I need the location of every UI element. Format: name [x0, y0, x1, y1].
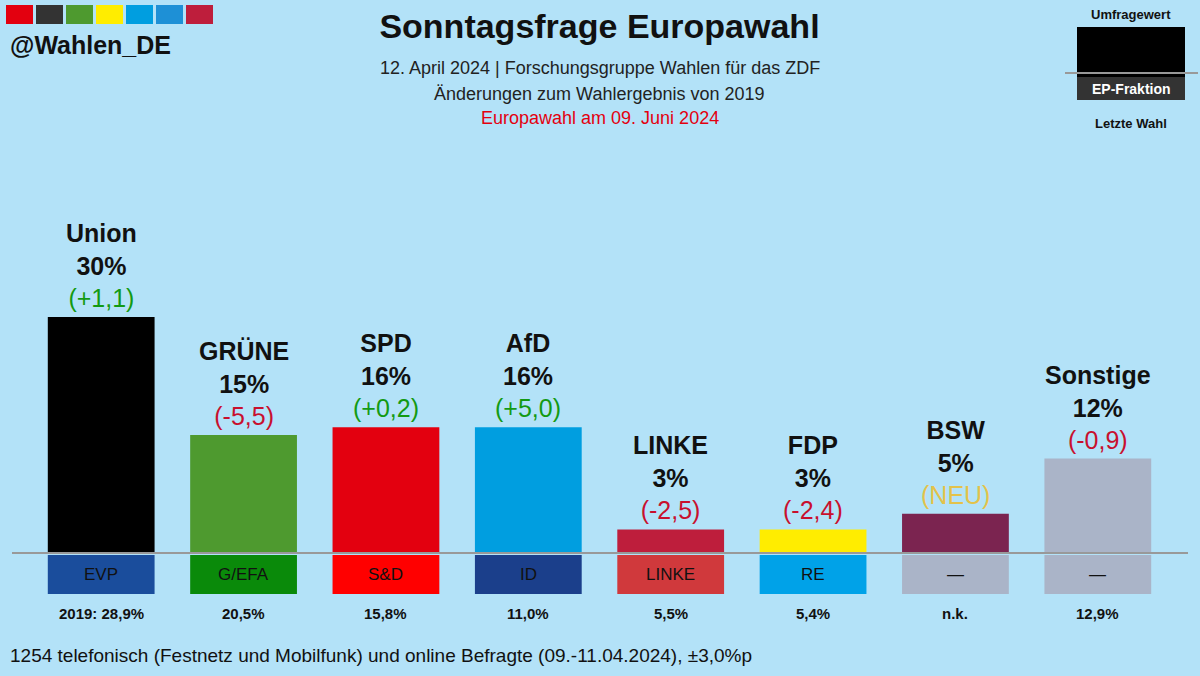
- svg-text:2019: 28,9%: 2019: 28,9%: [59, 605, 144, 622]
- svg-text:ID: ID: [520, 565, 537, 584]
- svg-text:—: —: [1089, 565, 1106, 584]
- svg-text:@Wahlen_DE: @Wahlen_DE: [10, 31, 171, 59]
- svg-text:GRÜNE15%(-5,5): GRÜNE15%(-5,5): [199, 337, 289, 430]
- svg-text:EVP: EVP: [84, 565, 118, 584]
- svg-text:5,4%: 5,4%: [796, 605, 830, 622]
- svg-text:S&D: S&D: [368, 565, 403, 584]
- svg-text:BSW5%(NEU): BSW5%(NEU): [921, 416, 990, 509]
- svg-text:AfD16%(+5,0): AfD16%(+5,0): [495, 329, 561, 422]
- svg-text:LINKE3%(-2,5): LINKE3%(-2,5): [633, 431, 708, 524]
- svg-text:FDP3%(-2,4): FDP3%(-2,4): [783, 431, 843, 524]
- svg-text:Union30%(+1,1): Union30%(+1,1): [66, 219, 137, 312]
- svg-text:n.k.: n.k.: [942, 605, 968, 622]
- svg-text:12. April 2024 | Forschungsgru: 12. April 2024 | Forschungsgruppe Wahlen…: [380, 58, 820, 78]
- svg-text:LINKE: LINKE: [646, 565, 695, 584]
- svg-text:EP-Fraktion: EP-Fraktion: [1092, 81, 1171, 97]
- svg-text:5,5%: 5,5%: [654, 605, 688, 622]
- svg-text:12,9%: 12,9%: [1076, 605, 1119, 622]
- svg-text:Letzte Wahl: Letzte Wahl: [1095, 116, 1167, 131]
- svg-text:Sonntagsfrage Europawahl: Sonntagsfrage Europawahl: [379, 7, 819, 45]
- svg-text:SPD16%(+0,2): SPD16%(+0,2): [353, 329, 419, 422]
- svg-text:1254 telefonisch (Festnetz und: 1254 telefonisch (Festnetz und Mobilfunk…: [10, 645, 752, 666]
- svg-text:RE: RE: [801, 565, 825, 584]
- svg-text:—: —: [947, 565, 964, 584]
- svg-text:Europawahl am 09. Juni 2024: Europawahl am 09. Juni 2024: [481, 108, 719, 128]
- svg-text:Umfragewert: Umfragewert: [1091, 7, 1171, 22]
- svg-text:Sonstige12%(-0,9): Sonstige12%(-0,9): [1045, 361, 1151, 454]
- svg-text:Änderungen zum Wahlergebnis vo: Änderungen zum Wahlergebnis von 2019: [434, 84, 765, 104]
- svg-text:11,0%: 11,0%: [507, 605, 549, 622]
- svg-text:G/EFA: G/EFA: [218, 565, 269, 584]
- svg-text:20,5%: 20,5%: [222, 605, 265, 622]
- svg-text:15,8%: 15,8%: [364, 605, 407, 622]
